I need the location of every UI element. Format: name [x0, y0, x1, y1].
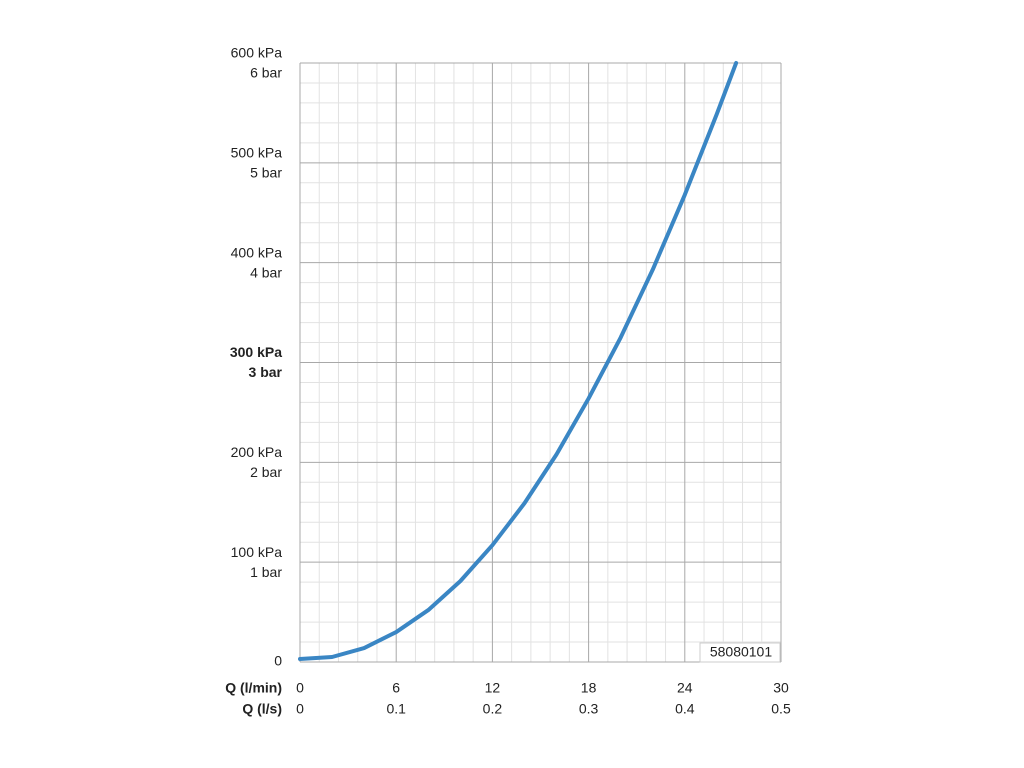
x2-tick-label: 0.4 [675, 701, 695, 717]
x2-tick-label: 0.1 [386, 701, 406, 717]
y-tick-label: 400 kPa [231, 244, 283, 260]
y-tick-label: 200 kPa [231, 444, 283, 460]
x-tick-label: 0 [296, 680, 304, 696]
x2-tick-label: 0.3 [579, 701, 599, 717]
y-tick-label-bar: 6 bar [250, 65, 282, 81]
x-axis-label: Q (l/min) [225, 680, 282, 696]
y-tick-label: 0 [274, 653, 282, 669]
y-tick-label: 600 kPa [231, 45, 283, 61]
x2-axis-label: Q (l/s) [242, 701, 282, 717]
y-tick-label-bar: 3 bar [249, 364, 283, 380]
y-tick-label: 500 kPa [231, 145, 283, 161]
x-tick-label: 30 [773, 680, 789, 696]
y-tick-label: 300 kPa [230, 344, 282, 360]
annotation-box [699, 642, 781, 663]
x2-tick-label: 0 [296, 701, 304, 717]
x-tick-label: 6 [392, 680, 400, 696]
x2-tick-label: 0.2 [483, 701, 503, 717]
y-tick-label: 100 kPa [231, 544, 283, 560]
line-series [298, 61, 739, 662]
y-tick-label-bar: 4 bar [250, 264, 282, 280]
x-tick-label: 18 [581, 680, 597, 696]
y-tick-label-bar: 1 bar [250, 564, 282, 580]
y-tick-label-bar: 2 bar [250, 464, 282, 480]
y-tick-label-bar: 5 bar [250, 165, 282, 181]
x-tick-label: 24 [677, 680, 693, 696]
annotation: 58080101 [710, 644, 773, 660]
x-tick-label: 12 [485, 680, 501, 696]
x2-tick-label: 0.5 [771, 701, 791, 717]
